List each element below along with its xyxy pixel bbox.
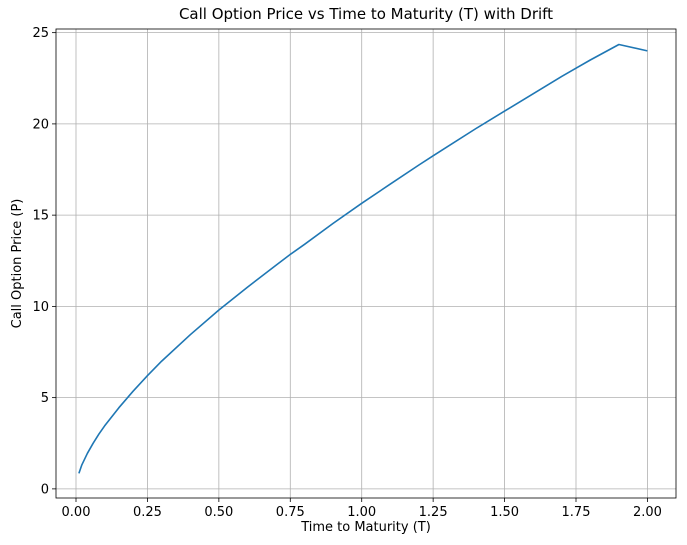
x-axis-label: Time to Maturity (T)	[300, 520, 431, 535]
y-tick-label: 15	[32, 209, 49, 224]
y-axis-label: Call Option Price (P)	[10, 199, 25, 329]
series-layer	[78, 43, 648, 474]
y-tick-label: 5	[41, 391, 49, 406]
x-tick-label: 1.00	[347, 505, 376, 520]
chart-title: Call Option Price vs Time to Maturity (T…	[179, 5, 553, 23]
x-tick-label: 1.50	[490, 505, 519, 520]
x-tick-label: 1.25	[419, 505, 448, 520]
x-tick-label: 1.75	[562, 505, 591, 520]
x-tick-label: 0.00	[62, 505, 91, 520]
y-tick-label: 10	[32, 300, 49, 315]
ticks: 0.00 0.25 0.50 0.75 1.00 1.25 1.50 1.75 2.00 0 5 10…	[32, 26, 661, 520]
axes-frame	[55, 28, 677, 499]
x-tick-label: 0.25	[133, 505, 162, 520]
series-line	[78, 43, 648, 474]
y-tick-label: 0	[41, 482, 49, 497]
x-tick-label: 0.75	[276, 505, 305, 520]
x-tick-label: 0.50	[204, 505, 233, 520]
y-tick-label: 25	[32, 26, 49, 41]
grid	[56, 29, 676, 498]
x-tick-label: 2.00	[633, 505, 662, 520]
y-tick-label: 20	[32, 117, 49, 132]
